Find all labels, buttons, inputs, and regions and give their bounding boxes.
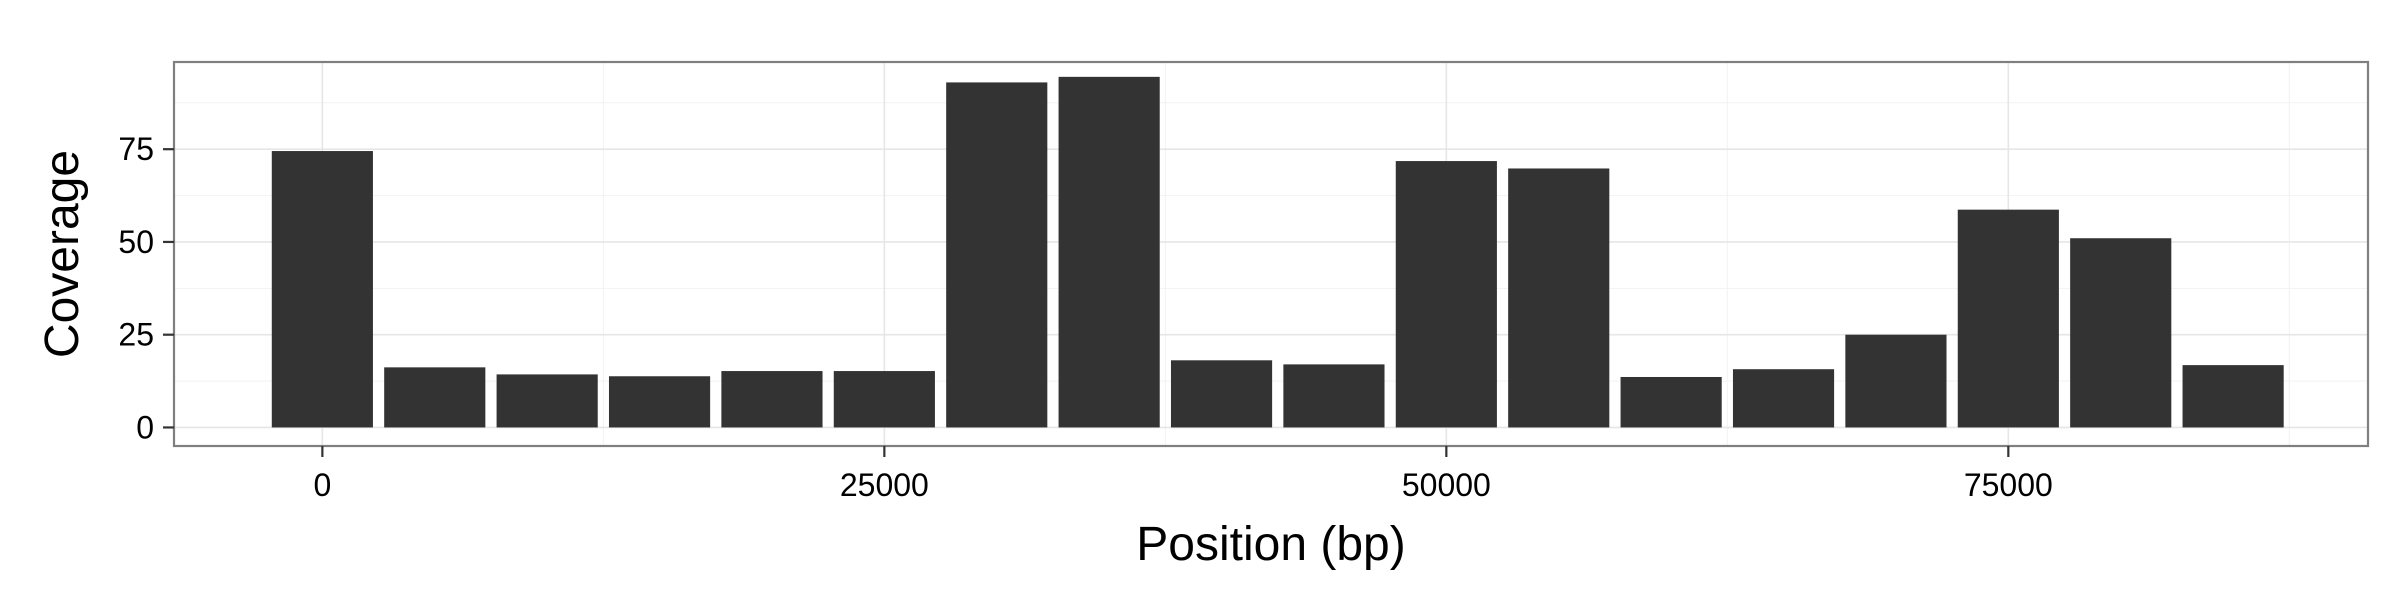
coverage-bar [1957,209,2059,428]
coverage-bar [946,82,1048,428]
coverage-bar [1845,334,1947,428]
x-tick-label: 75000 [1964,467,2053,503]
x-tick-label: 50000 [1402,467,1491,503]
bars-layer [271,76,2284,428]
x-tick-label: 0 [313,467,331,503]
y-tick-label: 75 [118,131,154,167]
y-tick-label: 25 [118,317,154,353]
tick-labels-layer: 0 25000 50000 75000 0 25 50 75 [118,131,2052,503]
coverage-bar [721,371,823,428]
panel-border [172,60,2370,448]
coverage-bar [2182,365,2284,428]
coverage-bar [1395,161,1497,428]
coverage-bar [833,371,935,428]
coverage-bar [496,374,598,428]
y-axis-title: Coverage [36,150,89,358]
y-tick-label: 50 [118,224,154,260]
coverage-bar [2070,238,2172,428]
coverage-bar [1283,364,1385,428]
coverage-bar [271,151,373,428]
coverage-bar [1508,168,1610,428]
y-tick-label: 0 [136,409,154,445]
x-tick-label: 25000 [840,467,929,503]
ticks-layer [163,148,2010,457]
coverage-bar [1170,360,1273,428]
coverage-bar [384,367,486,428]
x-axis-title: Position (bp) [1136,518,1405,571]
coverage-bar [1058,76,1160,428]
coverage-bar [1732,369,1835,428]
coverage-bar [1620,376,1722,428]
coverage-bar [608,376,711,428]
